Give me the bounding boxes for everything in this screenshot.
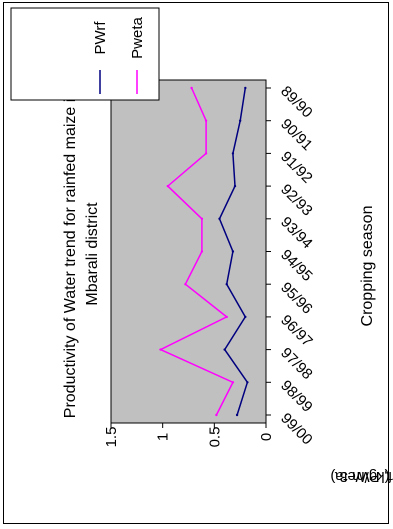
data-point-pweta	[204, 119, 208, 122]
data-point-pweta	[200, 250, 204, 253]
data-point-pwrf	[218, 217, 221, 220]
x-tick-label: 89/90	[277, 83, 316, 122]
x-tick-label: 98/99	[277, 377, 316, 416]
x-tick-label: 90/91	[277, 116, 316, 155]
data-point-pwrf	[238, 119, 242, 122]
data-point-pweta	[159, 348, 162, 351]
data-point-pwrf	[244, 315, 247, 319]
data-point-pwrf	[223, 348, 226, 351]
data-point-pweta	[231, 381, 235, 384]
chart-title-line-2: Mbarali district	[84, 202, 101, 306]
x-tick-label: 94/95	[277, 246, 316, 285]
x-tick-label: 93/94	[277, 214, 316, 253]
y-tick-label: 1.5	[103, 427, 120, 448]
chart-title-line-1: Productivity of Water trend for rainfed …	[62, 90, 79, 418]
y-tick-label: 0.5	[206, 427, 223, 448]
data-point-pwrf	[246, 381, 249, 384]
data-point-pwrf	[235, 413, 239, 417]
x-tick-label: 96/97	[277, 312, 316, 351]
x-axis-label: Cropping season	[359, 206, 376, 327]
legend-box	[10, 7, 160, 101]
x-tick-label: 97/98	[277, 344, 316, 383]
plot-background	[110, 79, 267, 424]
data-point-pwrf	[231, 152, 235, 155]
data-point-pweta	[184, 283, 187, 286]
data-point-pwrf	[231, 250, 235, 253]
y-axis-label: PWrf, PWeta	[334, 468, 393, 485]
legend-label-pwrf: PWrf	[92, 21, 109, 55]
data-point-pweta	[204, 152, 208, 155]
data-point-pweta	[200, 217, 204, 220]
data-point-pweta	[166, 184, 170, 188]
data-point-pwrf	[244, 86, 247, 90]
y-tick-label: 0	[258, 433, 275, 441]
x-tick-label: 91/92	[277, 148, 316, 187]
data-point-pwrf	[233, 184, 237, 188]
legend-label-pweta: Pweta	[129, 17, 146, 59]
data-point-pweta	[190, 86, 193, 90]
legend: PWrf Pweta	[10, 7, 160, 101]
x-tick-label: 95/96	[277, 279, 316, 318]
y-axis-unit-label: (kg/m 3 )	[330, 468, 389, 485]
x-tick-label: 92/93	[277, 181, 316, 220]
plot-area: 0 0.5 1 1.5 89/9090/9191/9292/9393/9494/9595…	[103, 79, 316, 449]
x-tick-label: 99/00	[277, 410, 316, 449]
data-point-pwrf	[225, 283, 228, 286]
y-tick-label: 1	[155, 433, 172, 441]
data-point-pweta	[225, 315, 228, 319]
data-point-pweta	[215, 413, 218, 417]
